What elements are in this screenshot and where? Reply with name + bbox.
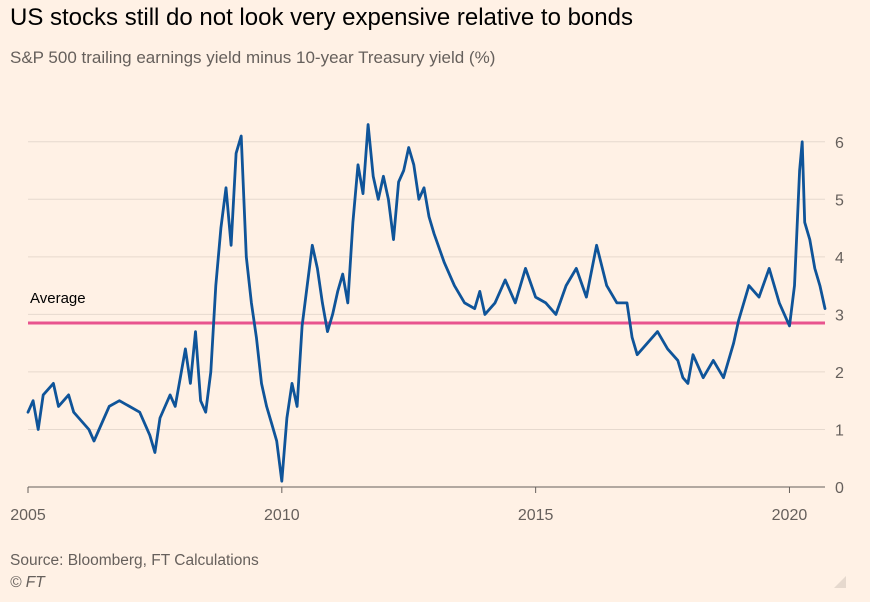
gridlines xyxy=(28,141,825,430)
chart-subtitle: S&P 500 trailing earnings yield minus 10… xyxy=(10,48,496,67)
y-tick-label: 6 xyxy=(835,135,844,152)
y-axis-labels: 0 1 2 3 4 5 6 xyxy=(835,135,844,497)
x-axis: 2005 2010 2015 2020 xyxy=(10,486,825,524)
x-tick-label: 2020 xyxy=(772,507,808,524)
copyright-note: © FT xyxy=(10,574,45,591)
series-line xyxy=(26,123,827,483)
y-tick-label: 5 xyxy=(835,192,844,209)
source-note: Source: Bloomberg, FT Calculations xyxy=(10,552,259,569)
y-tick-label: 3 xyxy=(835,307,844,324)
x-tick-label: 2005 xyxy=(10,507,46,524)
y-tick-label: 4 xyxy=(835,250,844,267)
y-tick-label: 0 xyxy=(835,480,844,497)
y-tick-label: 1 xyxy=(835,422,844,439)
x-tick-label: 2010 xyxy=(264,507,300,524)
x-tick-label: 2015 xyxy=(518,507,554,524)
line-chart: 0 1 2 3 4 5 6 2005 2010 2015 2020 Average xyxy=(10,123,844,524)
average-label: Average xyxy=(30,290,86,307)
y-tick-label: 2 xyxy=(835,365,844,382)
chart-title: US stocks still do not look very expensi… xyxy=(10,4,633,31)
average-line-group: Average xyxy=(28,290,825,325)
corner-mark-icon xyxy=(834,576,846,588)
